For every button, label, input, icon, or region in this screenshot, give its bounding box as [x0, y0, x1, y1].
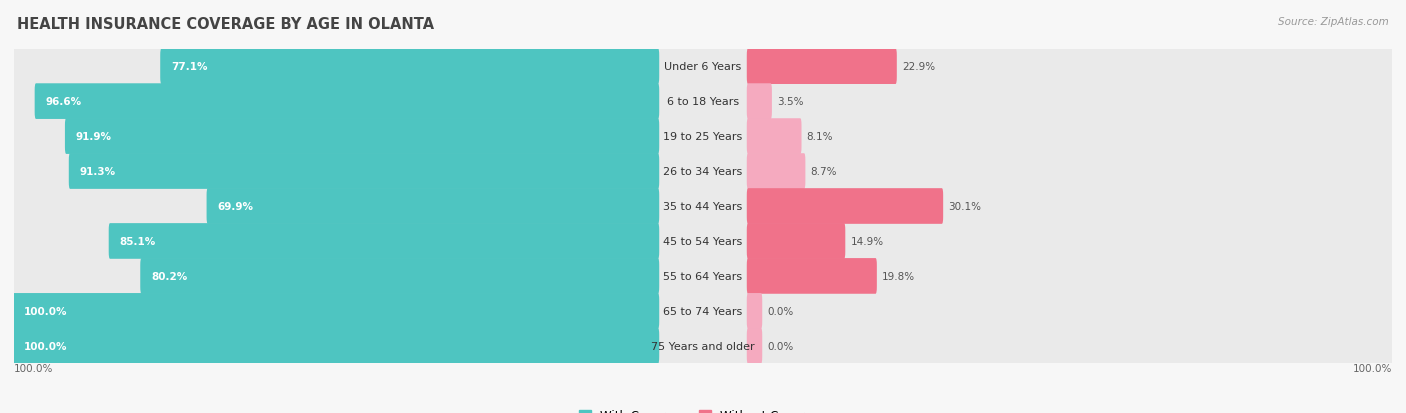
- FancyBboxPatch shape: [747, 293, 762, 329]
- FancyBboxPatch shape: [747, 84, 772, 120]
- FancyBboxPatch shape: [14, 110, 1392, 163]
- FancyBboxPatch shape: [14, 40, 1392, 93]
- FancyBboxPatch shape: [747, 119, 801, 154]
- Text: 100.0%: 100.0%: [24, 341, 67, 351]
- FancyBboxPatch shape: [14, 285, 1392, 338]
- Text: 22.9%: 22.9%: [903, 62, 935, 72]
- Text: 75 Years and older: 75 Years and older: [651, 341, 755, 351]
- FancyBboxPatch shape: [747, 49, 897, 85]
- Text: HEALTH INSURANCE COVERAGE BY AGE IN OLANTA: HEALTH INSURANCE COVERAGE BY AGE IN OLAN…: [17, 17, 434, 31]
- Text: 0.0%: 0.0%: [768, 341, 793, 351]
- FancyBboxPatch shape: [14, 75, 1392, 128]
- FancyBboxPatch shape: [35, 84, 659, 120]
- FancyBboxPatch shape: [14, 145, 1392, 198]
- FancyBboxPatch shape: [13, 293, 659, 329]
- Text: 14.9%: 14.9%: [851, 236, 883, 247]
- FancyBboxPatch shape: [141, 259, 659, 294]
- Text: 100.0%: 100.0%: [1353, 363, 1392, 373]
- Text: 35 to 44 Years: 35 to 44 Years: [664, 202, 742, 211]
- Text: 85.1%: 85.1%: [120, 236, 156, 247]
- FancyBboxPatch shape: [14, 180, 1392, 233]
- Text: 100.0%: 100.0%: [24, 306, 67, 316]
- FancyBboxPatch shape: [747, 189, 943, 224]
- FancyBboxPatch shape: [747, 154, 806, 190]
- FancyBboxPatch shape: [14, 320, 1392, 373]
- Text: 8.7%: 8.7%: [810, 166, 837, 177]
- Text: 19.8%: 19.8%: [882, 271, 915, 281]
- Legend: With Coverage, Without Coverage: With Coverage, Without Coverage: [574, 404, 832, 413]
- Text: 69.9%: 69.9%: [218, 202, 253, 211]
- Text: 55 to 64 Years: 55 to 64 Years: [664, 271, 742, 281]
- FancyBboxPatch shape: [14, 215, 1392, 268]
- Text: 30.1%: 30.1%: [948, 202, 981, 211]
- Text: Under 6 Years: Under 6 Years: [665, 62, 741, 72]
- FancyBboxPatch shape: [108, 223, 659, 259]
- Text: 96.6%: 96.6%: [45, 97, 82, 107]
- Text: 91.3%: 91.3%: [80, 166, 115, 177]
- FancyBboxPatch shape: [65, 119, 659, 154]
- Text: 8.1%: 8.1%: [807, 132, 834, 142]
- Text: Source: ZipAtlas.com: Source: ZipAtlas.com: [1278, 17, 1389, 26]
- Text: 6 to 18 Years: 6 to 18 Years: [666, 97, 740, 107]
- Text: 91.9%: 91.9%: [76, 132, 112, 142]
- Text: 45 to 54 Years: 45 to 54 Years: [664, 236, 742, 247]
- Text: 77.1%: 77.1%: [172, 62, 208, 72]
- FancyBboxPatch shape: [207, 189, 659, 224]
- FancyBboxPatch shape: [14, 250, 1392, 303]
- FancyBboxPatch shape: [747, 223, 845, 259]
- Text: 0.0%: 0.0%: [768, 306, 793, 316]
- Text: 80.2%: 80.2%: [152, 271, 187, 281]
- Text: 19 to 25 Years: 19 to 25 Years: [664, 132, 742, 142]
- FancyBboxPatch shape: [69, 154, 659, 190]
- Text: 3.5%: 3.5%: [778, 97, 804, 107]
- Text: 26 to 34 Years: 26 to 34 Years: [664, 166, 742, 177]
- FancyBboxPatch shape: [160, 49, 659, 85]
- FancyBboxPatch shape: [747, 259, 877, 294]
- Text: 100.0%: 100.0%: [14, 363, 53, 373]
- FancyBboxPatch shape: [747, 328, 762, 364]
- FancyBboxPatch shape: [13, 328, 659, 364]
- Text: 65 to 74 Years: 65 to 74 Years: [664, 306, 742, 316]
